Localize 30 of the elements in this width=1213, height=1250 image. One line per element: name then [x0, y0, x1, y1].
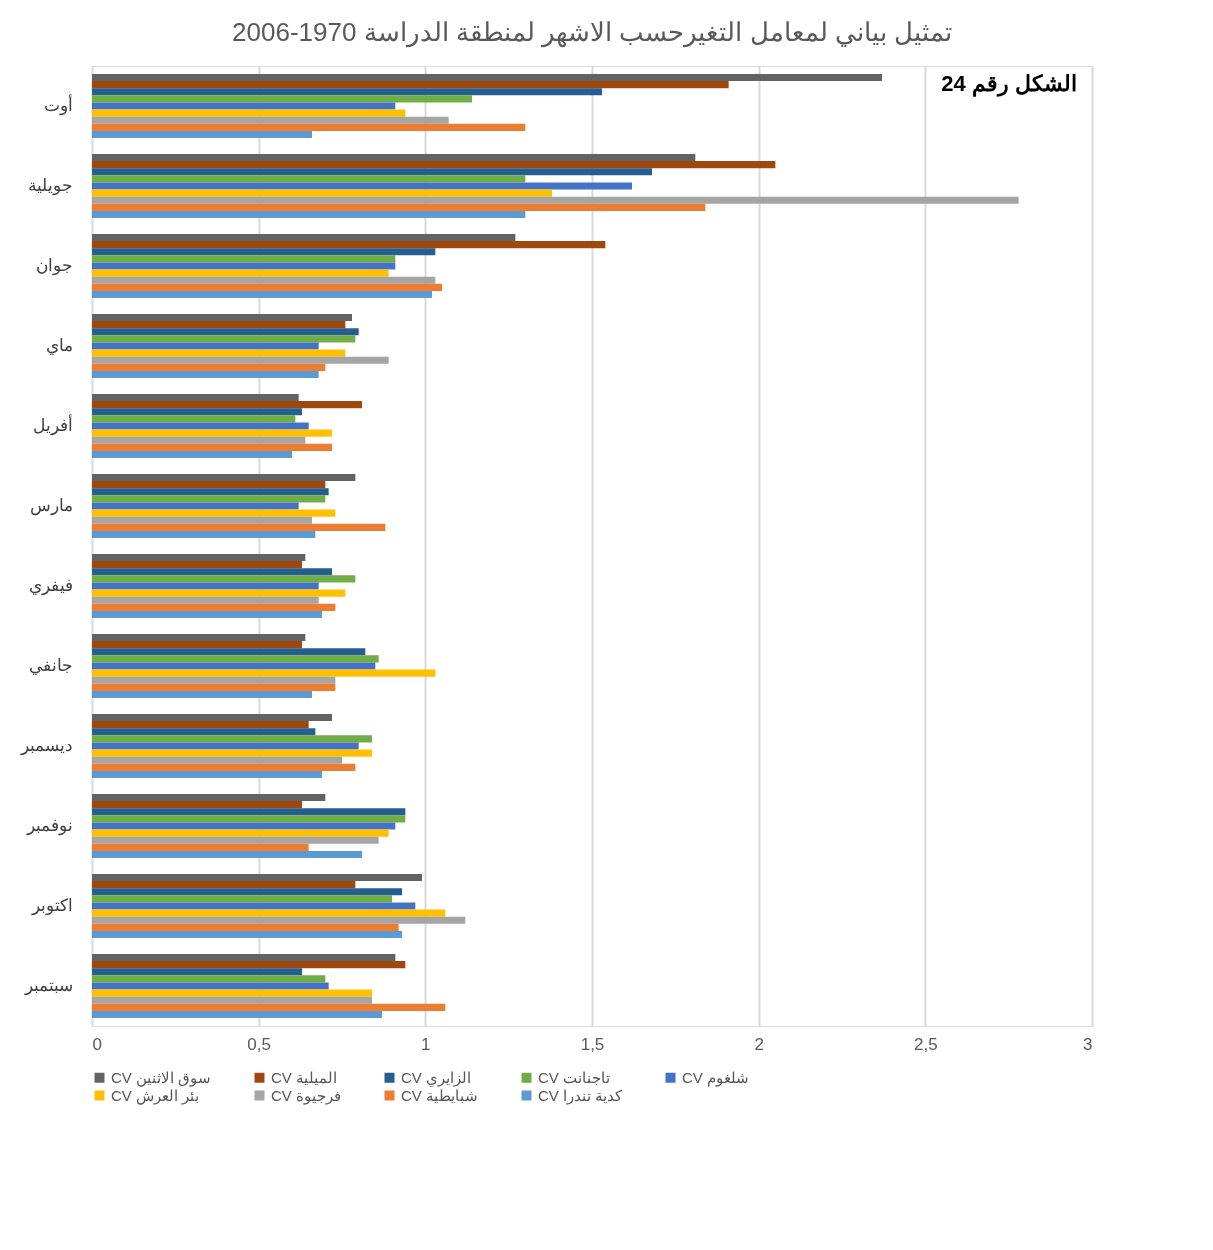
- y-tick-label: فيفري: [28, 576, 73, 596]
- legend-label: CV تاجنانت: [538, 1068, 611, 1086]
- y-tick-label: جانفي: [28, 656, 73, 675]
- y-tick-label: مارس: [29, 496, 73, 516]
- x-tick-label: 2,5: [914, 1034, 938, 1054]
- legend-label: CV الزايري: [401, 1068, 472, 1087]
- y-tick-label: اكتوبر: [30, 896, 73, 916]
- y-tick-label: أفريل: [32, 414, 73, 436]
- legend-label: CV كدية تندرا: [538, 1086, 624, 1105]
- legend-label: CV الميلية: [271, 1068, 338, 1086]
- legend-label: CV فرجيوة: [271, 1086, 342, 1105]
- legend-label: CV بئر العرش: [111, 1086, 200, 1105]
- legend-label: CV شلغوم: [682, 1068, 750, 1087]
- y-tick-label: ديسمبر: [19, 736, 73, 756]
- x-tick-label: 1,5: [580, 1034, 605, 1054]
- x-tick-label: 3: [1083, 1034, 1093, 1054]
- y-tick-label: جويلية: [27, 176, 73, 196]
- x-tick-label: 2: [754, 1034, 764, 1054]
- annotation: الشكل رقم 24: [941, 71, 1077, 97]
- y-tick-label: جوان: [35, 256, 73, 276]
- legend-label: CV سوق الاثنين: [111, 1068, 212, 1087]
- chart-title: تمثيل بياني لمعامل التغيرحسب الاشهر لمنطقة الدراسة 1970-2006: [232, 17, 952, 48]
- legend-label: CV شبايطية: [401, 1086, 479, 1104]
- x-tick-label: 0: [92, 1034, 102, 1054]
- y-tick-label: ماي: [45, 336, 73, 355]
- x-tick-label: 0,5: [247, 1034, 271, 1054]
- y-tick-label: أوت: [43, 94, 73, 116]
- x-tick-label: 1: [421, 1034, 431, 1054]
- y-tick-label: نوفمبر: [25, 816, 73, 836]
- y-tick-label: سبتمبر: [23, 976, 73, 996]
